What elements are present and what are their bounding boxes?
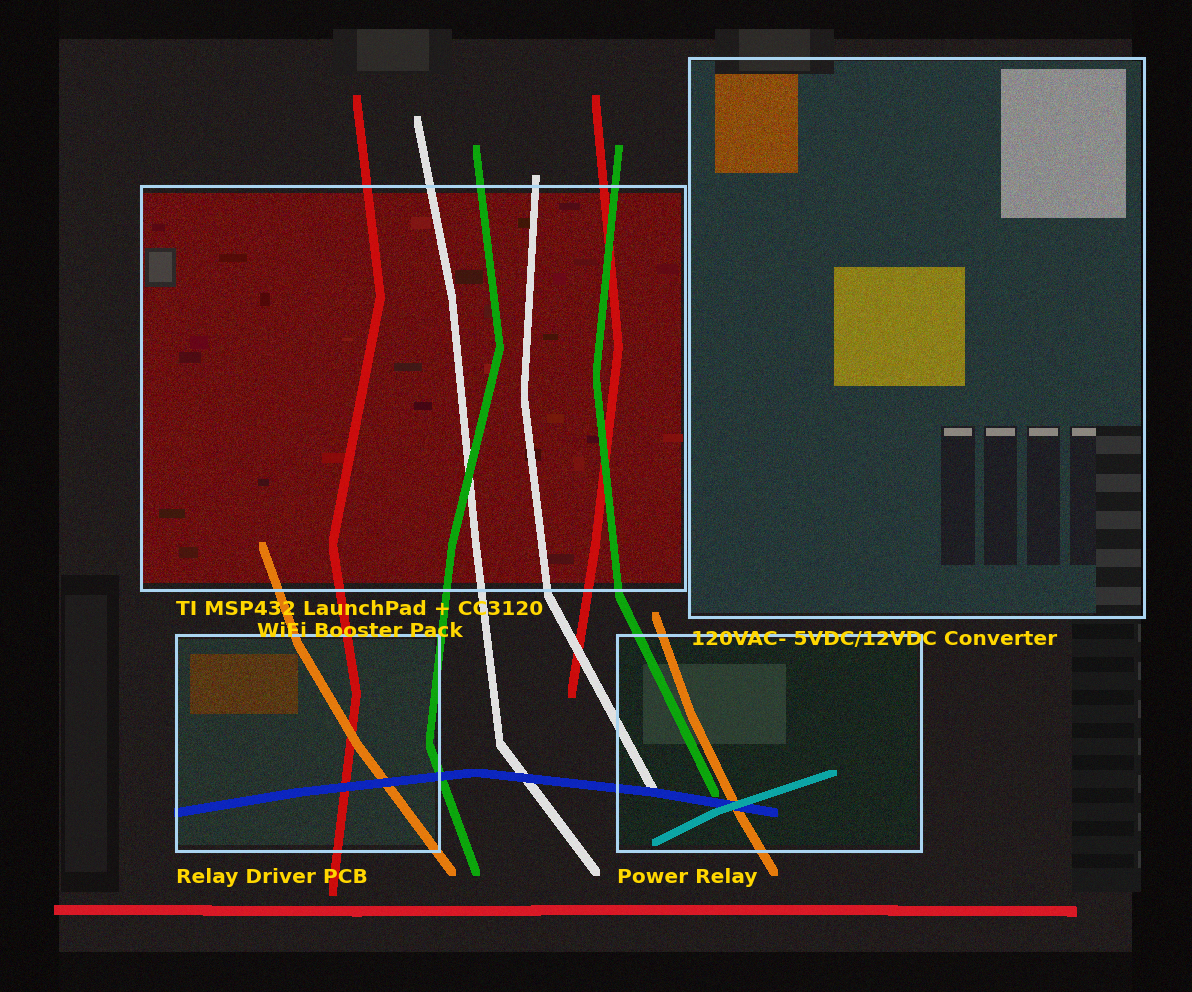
Bar <box>617 635 921 851</box>
Text: TI MSP432 LaunchPad + CC3120
WiFi Booster Pack: TI MSP432 LaunchPad + CC3120 WiFi Booste… <box>176 600 544 641</box>
Text: Power Relay: Power Relay <box>617 868 758 887</box>
Bar <box>176 635 439 851</box>
Text: Relay Driver PCB: Relay Driver PCB <box>176 868 368 887</box>
Text: 120VAC- 5VDC/12VDC Converter: 120VAC- 5VDC/12VDC Converter <box>691 630 1057 649</box>
Bar <box>141 186 685 590</box>
Bar <box>689 58 1144 617</box>
